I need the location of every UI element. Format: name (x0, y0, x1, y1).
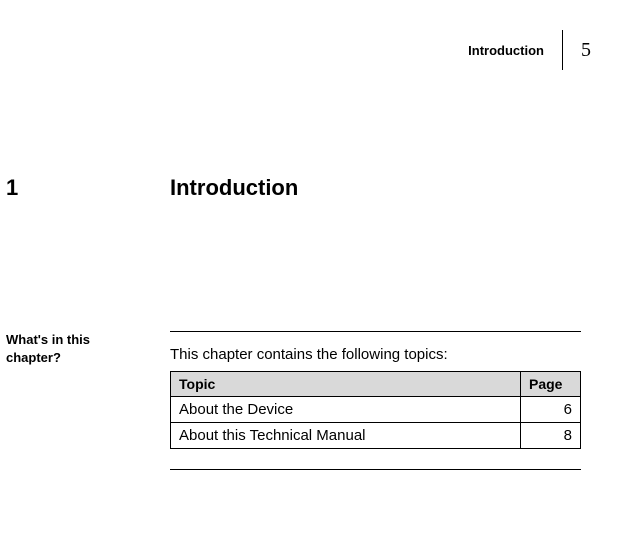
table-header-row: Topic Page (171, 372, 581, 397)
section-intro-text: This chapter contains the following topi… (170, 346, 581, 363)
col-topic: Topic (171, 372, 521, 397)
section-label: What's in this chapter? (0, 331, 170, 470)
cell-topic: About the Device (171, 397, 521, 423)
main-content: 1 Introduction What's in this chapter? T… (0, 175, 581, 470)
col-page: Page (521, 372, 581, 397)
rule-bottom (170, 469, 581, 470)
rule-top (170, 331, 581, 332)
table-row: About this Technical Manual 8 (171, 423, 581, 449)
chapter-number: 1 (0, 175, 170, 201)
section-body: This chapter contains the following topi… (170, 331, 581, 470)
chapter-title: Introduction (170, 175, 298, 201)
running-title: Introduction (468, 43, 562, 58)
page-number: 5 (563, 39, 591, 62)
table-row: About the Device 6 (171, 397, 581, 423)
cell-page: 8 (521, 423, 581, 449)
topics-table: Topic Page About the Device 6 About this… (170, 371, 581, 449)
cell-topic: About this Technical Manual (171, 423, 521, 449)
page-header: Introduction 5 (468, 30, 591, 70)
cell-page: 6 (521, 397, 581, 423)
section-whats-in-chapter: What's in this chapter? This chapter con… (0, 331, 581, 470)
chapter-heading-row: 1 Introduction (0, 175, 581, 201)
